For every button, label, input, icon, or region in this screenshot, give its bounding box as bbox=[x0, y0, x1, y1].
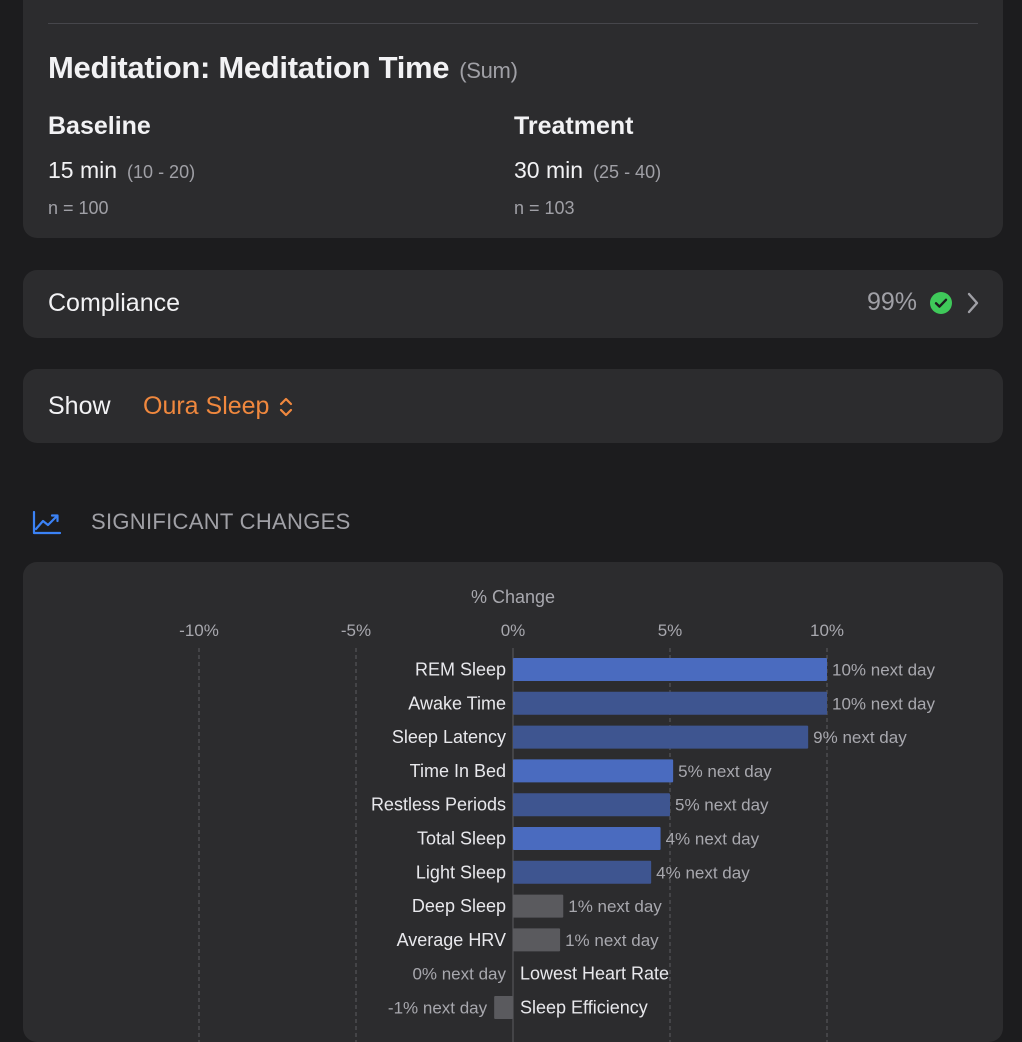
show-selected-value: Oura Sleep bbox=[143, 392, 270, 420]
chart-line-icon bbox=[32, 510, 62, 535]
bar bbox=[513, 894, 564, 918]
compliance-status: 99% bbox=[867, 288, 981, 317]
divider bbox=[48, 23, 978, 24]
bar bbox=[513, 860, 652, 884]
bar bbox=[513, 658, 827, 681]
bar-value-label: 4% next day bbox=[666, 830, 760, 849]
show-row: Show Oura Sleep bbox=[23, 369, 1003, 443]
metric-title-text: Meditation: Meditation Time bbox=[48, 50, 450, 85]
bar-category-label: REM Sleep bbox=[415, 660, 506, 680]
baseline-value-row: 15 min (10 - 20) bbox=[48, 157, 195, 184]
treatment-n: n = 103 bbox=[514, 198, 575, 218]
bar-value-label: 10% next day bbox=[832, 661, 936, 680]
treatment-column: Treatment 30 min (25 - 40) n = 103 bbox=[514, 112, 661, 219]
bar-category-label: Sleep Latency bbox=[392, 727, 506, 747]
baseline-column: Baseline 15 min (10 - 20) n = 100 bbox=[48, 112, 195, 219]
significant-changes-chart-card: % Change -10% -5% 0% 5% 10% REM Sleep 10% next … bbox=[23, 562, 1003, 1042]
meditation-summary-card: Meditation: Meditation Time (Sum) Baselin… bbox=[23, 0, 1003, 238]
bar-value-label: -1% next day bbox=[388, 999, 488, 1018]
x-tick-label: 0% bbox=[501, 621, 526, 640]
show-label: Show bbox=[48, 392, 111, 420]
show-source-picker[interactable]: Oura Sleep bbox=[143, 392, 295, 421]
bar bbox=[513, 725, 809, 749]
bar-category-label: Light Sleep bbox=[416, 862, 506, 882]
bar bbox=[494, 996, 513, 1019]
bar bbox=[513, 928, 561, 952]
chevron-up-down-icon bbox=[280, 397, 293, 416]
x-tick-label: 10% bbox=[810, 621, 844, 640]
baseline-n: n = 100 bbox=[48, 198, 109, 218]
baseline-range: (10 - 20) bbox=[127, 162, 196, 182]
bar bbox=[513, 691, 827, 715]
bar-value-label: 9% next day bbox=[813, 728, 907, 747]
x-tick-label: -10% bbox=[179, 621, 219, 640]
treatment-range: (25 - 40) bbox=[593, 162, 662, 182]
checkmark-circle-icon bbox=[930, 291, 952, 314]
bar bbox=[513, 827, 661, 850]
aggregation-label: (Sum) bbox=[459, 58, 518, 83]
x-tick-label: -5% bbox=[341, 621, 371, 640]
bar-value-label: 10% next day bbox=[832, 694, 936, 713]
bar-value-label: 5% next day bbox=[678, 762, 772, 781]
compliance-row[interactable]: Compliance 99% bbox=[23, 270, 1003, 338]
baseline-value: 15 min bbox=[48, 157, 118, 183]
bar-category-label: Total Sleep bbox=[417, 829, 506, 849]
bar-value-label: 5% next day bbox=[675, 796, 769, 815]
bar-value-label: 0% next day bbox=[412, 965, 506, 984]
bar-category-label: Deep Sleep bbox=[412, 896, 506, 916]
significant-changes-header: SIGNIFICANT CHANGES bbox=[32, 509, 351, 535]
bar-category-label: Sleep Efficiency bbox=[520, 998, 648, 1018]
treatment-value-row: 30 min (25 - 40) bbox=[514, 157, 661, 184]
compliance-label: Compliance bbox=[48, 289, 181, 317]
bar bbox=[513, 793, 670, 817]
bar-category-label: Restless Periods bbox=[371, 795, 506, 815]
bar-category-label: Time In Bed bbox=[410, 761, 506, 781]
bar-value-label: 4% next day bbox=[656, 863, 750, 882]
percent-change-chart: % Change -10% -5% 0% 5% 10% REM Sleep 10% next … bbox=[179, 587, 936, 1042]
bar-value-label: 1% next day bbox=[568, 897, 662, 916]
metric-title: Meditation: Meditation Time (Sum) bbox=[48, 50, 518, 86]
section-title: SIGNIFICANT CHANGES bbox=[91, 509, 351, 534]
bar-value-label: 1% next day bbox=[565, 931, 659, 950]
bar-category-label: Lowest Heart Rate bbox=[520, 964, 669, 984]
chart-title: % Change bbox=[471, 587, 555, 607]
bar-category-label: Average HRV bbox=[397, 930, 506, 950]
treatment-heading: Treatment bbox=[514, 112, 634, 140]
baseline-heading: Baseline bbox=[48, 112, 151, 140]
x-tick-label: 5% bbox=[658, 621, 683, 640]
compliance-value: 99% bbox=[866, 288, 917, 316]
bar-category-label: Awake Time bbox=[408, 693, 506, 713]
bar bbox=[513, 759, 674, 783]
chevron-right-icon bbox=[967, 292, 979, 313]
treatment-value: 30 min bbox=[514, 157, 584, 183]
